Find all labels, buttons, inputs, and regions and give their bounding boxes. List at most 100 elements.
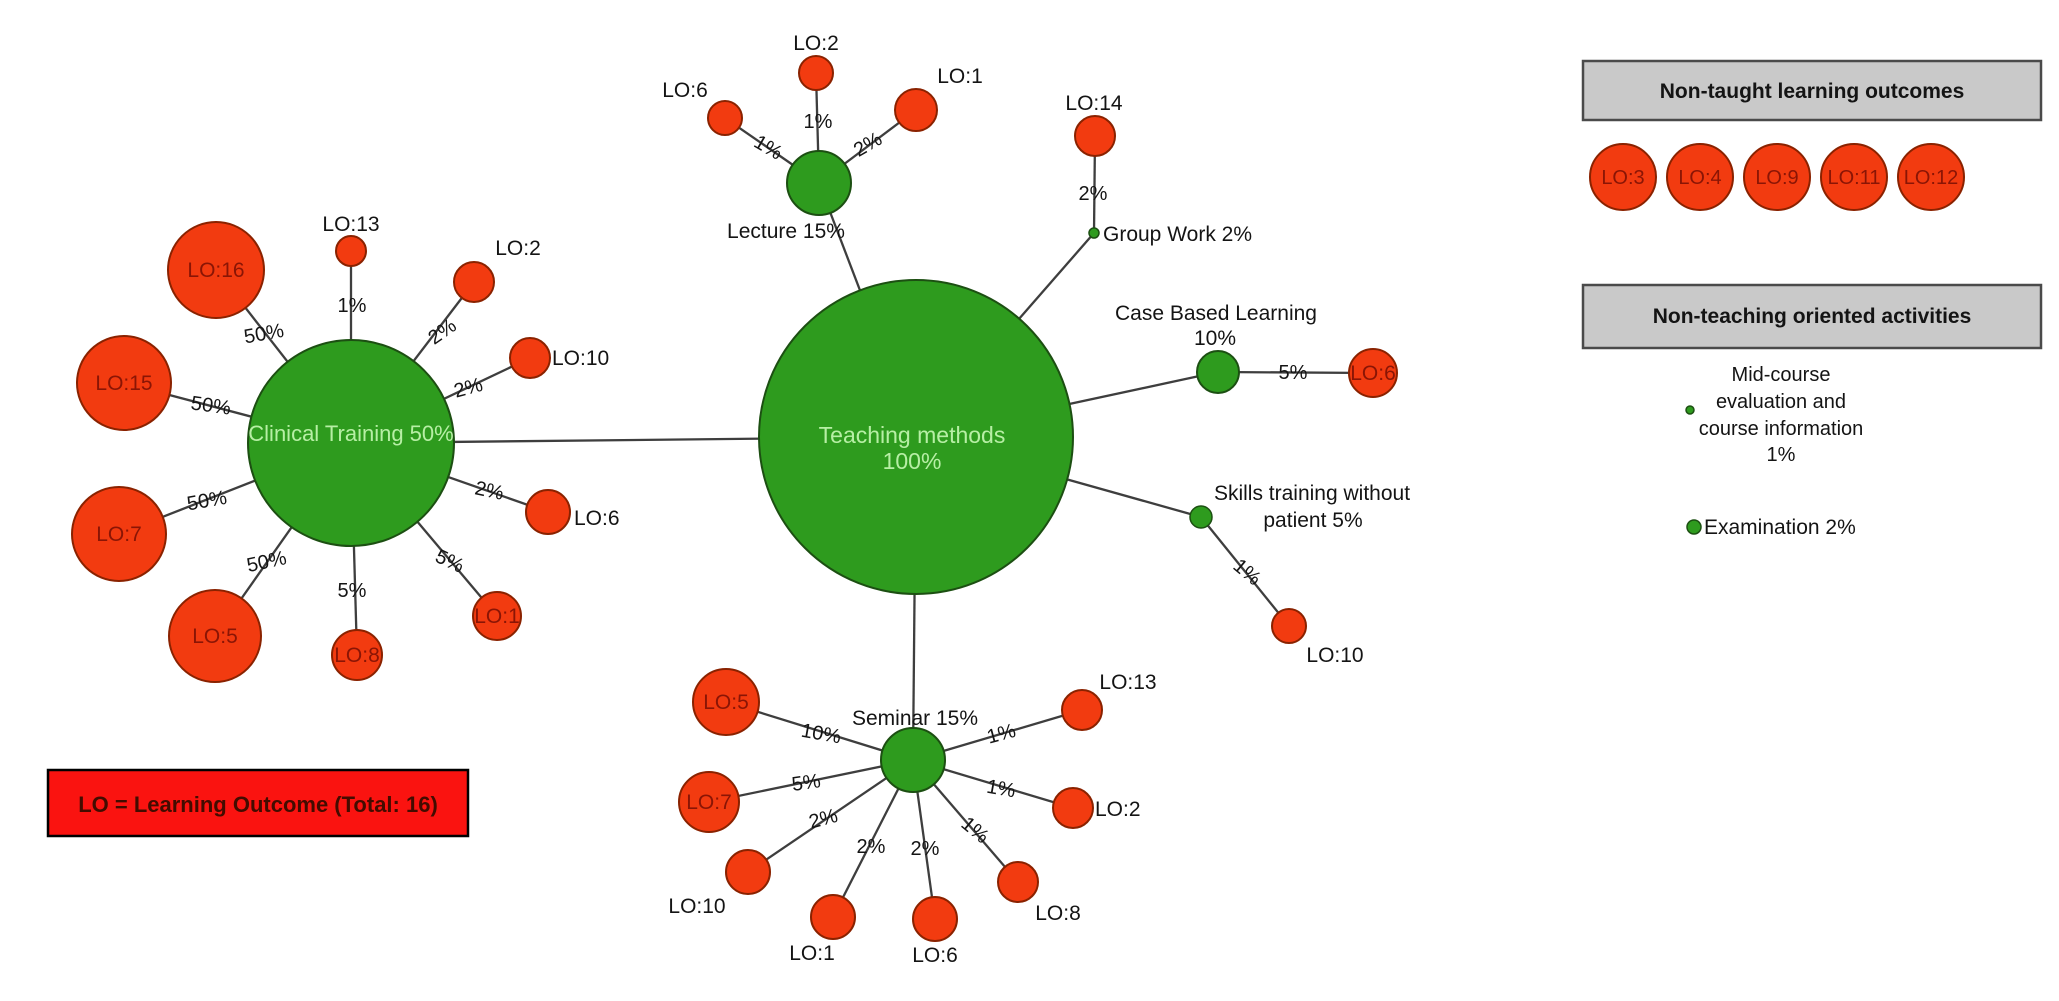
- legend-non-teaching-box: [1581, 283, 2043, 350]
- case-based-pct: 10%: [1194, 327, 1236, 350]
- lecture-lo1-label: LO:1: [937, 65, 983, 88]
- seminar-label: Seminar 15%: [852, 707, 978, 730]
- group-work-hub: [1088, 227, 1100, 239]
- seminar-lo2-pct: 1%: [985, 776, 1018, 803]
- clinical-node-lo15: [76, 335, 172, 431]
- clinical-lo2-pct: 2%: [424, 315, 460, 350]
- legend-node-lo12: [1897, 143, 1965, 211]
- legend-non-taught: Non-taught learning outcomes LO:3 LO:4 L…: [1581, 59, 2043, 211]
- clinical-node-lo2: [453, 261, 495, 303]
- clinical-lo2-label: LO:2: [495, 237, 541, 260]
- clinical-training-hub: [247, 339, 455, 547]
- clinical-lo15-label: LO:15: [95, 372, 152, 395]
- seminar-hub: [880, 727, 946, 793]
- footnote-box: [46, 768, 470, 838]
- lecture-lo6-pct: 1%: [750, 131, 786, 165]
- clinical-lo10-pct: 2%: [452, 374, 486, 403]
- clinical-node-lo5: [168, 589, 262, 683]
- clinical-lo8-pct: 5%: [338, 580, 367, 602]
- skills-lo10-pct: 1%: [1229, 555, 1265, 591]
- edge-seminar-lo10: [747, 759, 914, 873]
- seminar-nodes: [678, 668, 1103, 942]
- teaching-methods-label: Teaching methods: [819, 422, 1006, 448]
- clinical-node-lo16: [167, 221, 265, 319]
- seminar-lo13-pct: 1%: [985, 720, 1019, 749]
- clinical-lo13-label: LO:13: [322, 213, 379, 236]
- casebased-lo6-pct: 5%: [1279, 362, 1308, 384]
- seminar-lo6-pct: 2%: [911, 838, 940, 860]
- clinical-lo6-pct: 2%: [473, 477, 506, 505]
- seminar-node-lo5: [692, 668, 760, 736]
- seminar-lo1-label: LO:1: [789, 942, 835, 965]
- seminar-node-lo8: [997, 861, 1039, 903]
- legend-node-lo11: [1820, 143, 1888, 211]
- legend-node-lo9: [1743, 143, 1811, 211]
- mid-course-line4: 1%: [1767, 444, 1796, 466]
- skills-node-lo10: [1271, 608, 1307, 644]
- edge-seminar-lo7: [708, 758, 914, 804]
- seminar-lo5-label: LO:5: [703, 691, 749, 714]
- group-work-label: Group Work 2%: [1103, 223, 1252, 246]
- legend-node-lo4: [1666, 143, 1734, 211]
- seminar-node-lo10: [725, 849, 771, 895]
- mid-course-line2: evaluation and: [1716, 391, 1846, 413]
- clinical-lo7-pct: 50%: [185, 487, 228, 516]
- seminar-lo10-label: LO:10: [668, 895, 725, 918]
- casebased-lo6-label: LO:6: [1350, 362, 1396, 385]
- teaching-methods-pct: 100%: [883, 448, 942, 474]
- groupwork-lo14-label: LO:14: [1065, 92, 1123, 115]
- legend-non-teaching: Non-teaching oriented activities Mid-cou…: [1581, 283, 2043, 539]
- mid-course-line3: course information: [1699, 418, 1864, 440]
- clinical-node-lo13: [335, 235, 367, 267]
- lecture-nodes: [707, 55, 938, 136]
- clinical-lo6-label: LO:6: [574, 507, 620, 530]
- edge-casebased-lo6: [1217, 370, 1374, 375]
- legend-lo11-label: LO:11: [1828, 167, 1881, 189]
- mid-course-dot: [1685, 405, 1695, 415]
- clinical-lo10-label: LO:10: [552, 347, 609, 370]
- clinical-lo5-label: LO:5: [192, 625, 238, 648]
- skills-training-hub: [1189, 505, 1213, 529]
- clinical-lo5-pct: 50%: [245, 547, 289, 577]
- legend-non-teaching-title: Non-teaching oriented activities: [1653, 305, 1972, 328]
- lecture-node-lo6: [707, 100, 743, 136]
- legend-lo4-label: LO:4: [1678, 167, 1721, 189]
- seminar-node-lo13: [1061, 689, 1103, 731]
- seminar-lo1-pct: 2%: [857, 836, 886, 858]
- clinical-node-lo7: [71, 486, 167, 582]
- groupwork-node-lo14: [1074, 115, 1116, 157]
- legend-lo9-label: LO:9: [1755, 167, 1798, 189]
- lecture-node-lo1: [894, 88, 938, 132]
- casebased-node-lo6: [1348, 348, 1398, 398]
- clinical-node-lo10: [509, 337, 551, 379]
- edge-skills-lo10: [1200, 516, 1290, 627]
- clinical-nodes: [71, 221, 571, 683]
- lecture-lo2-pct: 1%: [804, 111, 833, 133]
- seminar-lo2-label: LO:2: [1095, 798, 1141, 821]
- seminar-lo7-pct: 5%: [790, 770, 822, 796]
- examination-label: Examination 2%: [1704, 516, 1856, 539]
- seminar-lo13-label: LO:13: [1099, 671, 1156, 694]
- seminar-lo5-pct: 10%: [799, 720, 842, 749]
- clinical-lo15-pct: 50%: [189, 392, 232, 419]
- clinical-lo13-pct: 1%: [338, 295, 367, 317]
- clinical-training-label: Clinical Training 50%: [248, 421, 453, 446]
- groupwork-lo14-pct: 2%: [1079, 183, 1108, 205]
- clinical-lo8-label: LO:8: [334, 644, 380, 667]
- legend-lo3-label: LO:3: [1601, 167, 1644, 189]
- lecture-lo2-label: LO:2: [793, 32, 839, 55]
- seminar-lo7-label: LO:7: [686, 791, 732, 814]
- legend-lo12-label: LO:12: [1904, 167, 1958, 189]
- legend-non-taught-box: [1581, 59, 2043, 122]
- casebased-edges: [1217, 370, 1374, 375]
- lecture-label: Lecture 15%: [727, 220, 845, 243]
- case-based-label: Case Based Learning: [1115, 302, 1317, 325]
- clinical-lo7-label: LO:7: [96, 523, 142, 546]
- seminar-lo10-pct: 2%: [807, 805, 841, 834]
- seminar-node-lo7: [678, 771, 740, 833]
- lecture-node-lo2: [798, 55, 834, 91]
- lecture-hub: [786, 150, 852, 216]
- seminar-lo8-label: LO:8: [1035, 902, 1081, 925]
- skills-lo10-label: LO:10: [1306, 644, 1363, 667]
